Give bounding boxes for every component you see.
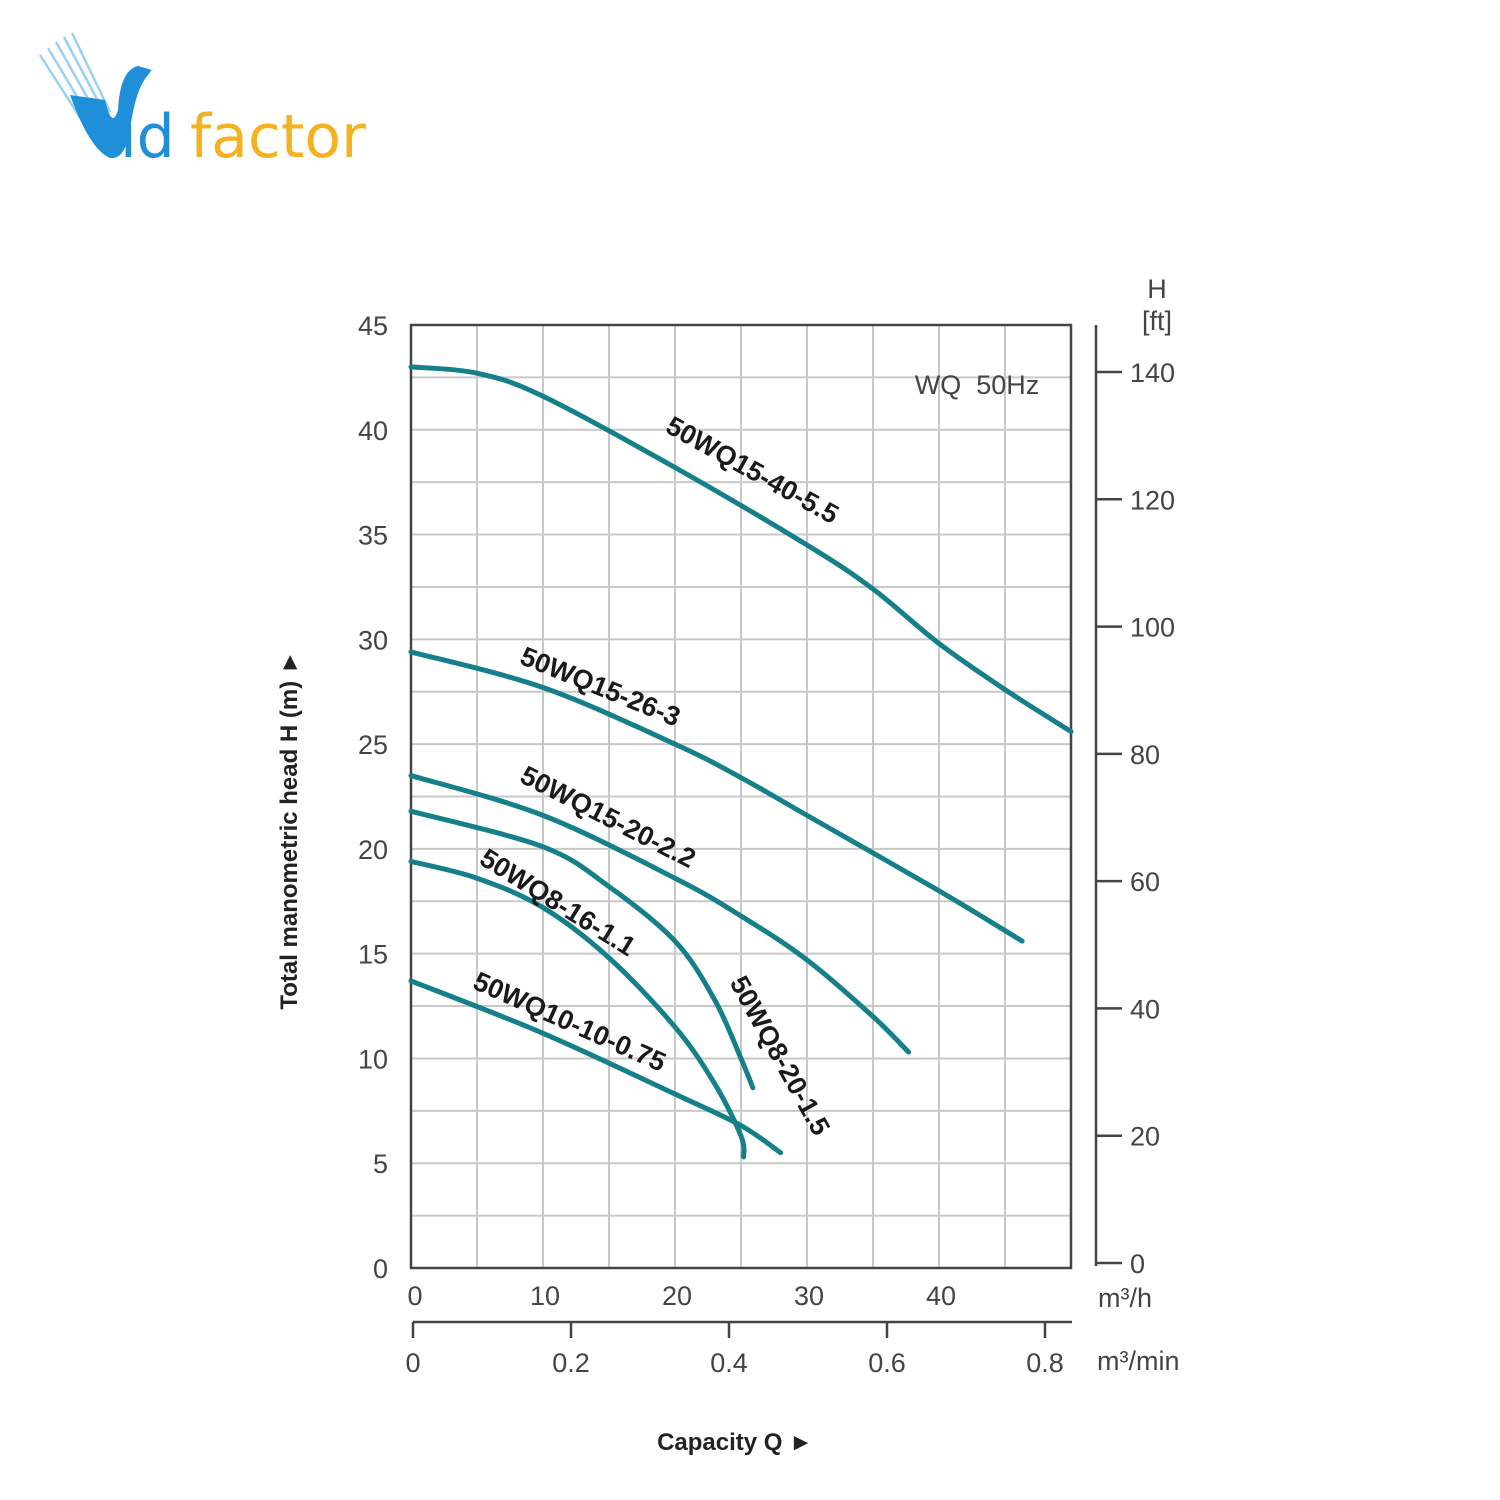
x-tick-label: 40: [926, 1281, 956, 1311]
curve-50WQ15-26-3: [408, 649, 1025, 944]
x2-tick-label: 0: [405, 1348, 420, 1378]
x-unit-label: m³/h: [1098, 1283, 1152, 1313]
y2-tick-label: 80: [1130, 740, 1160, 770]
x2-tick-label: 0.6: [868, 1348, 906, 1378]
x2-unit-label: m³/min: [1097, 1346, 1180, 1376]
plot-frame: [409, 323, 1073, 1270]
y-axis-ticks: 0 5 10 15 20 25 30 35 40 45: [358, 311, 388, 1284]
x-tick-label: 0: [407, 1281, 422, 1311]
x-axis-title: Capacity Q ►: [657, 1429, 813, 1456]
y-tick-label: 25: [358, 730, 388, 760]
x-tick-label: 10: [530, 1281, 560, 1311]
logo-text-id: id: [120, 102, 175, 172]
curves: [408, 364, 1074, 1160]
x2-tick-label: 0.2: [552, 1348, 590, 1378]
chart-title: WQ 50Hz: [915, 370, 1040, 400]
y-tick-label: 20: [358, 835, 388, 865]
y2-tick-label: 0: [1130, 1249, 1145, 1279]
curve-50WQ10-10-0.75: [408, 978, 784, 1156]
y2-axis: 0 20 40 60 80 100 120 140: [1094, 325, 1175, 1279]
y-tick-label: 15: [358, 940, 388, 970]
x-axis-ticks: 0 10 20 30 40: [407, 1281, 956, 1311]
x-tick-label: 20: [662, 1281, 692, 1311]
y2-tick-label: 40: [1130, 994, 1160, 1024]
curve-50WQ15-20-2.2: [408, 773, 912, 1055]
y2-tick-label: 60: [1130, 867, 1160, 897]
y2-tick-label: 100: [1130, 613, 1175, 643]
y-tick-label: 10: [358, 1044, 388, 1074]
y-tick-label: 45: [358, 311, 388, 341]
curve-50WQ15-40-5.5: [408, 364, 1074, 735]
y-tick-label: 35: [358, 521, 388, 551]
curve-50WQ8-16-1.1: [408, 858, 747, 1160]
y2-tick-label: 120: [1130, 485, 1175, 515]
curve-50WQ8-20-1.5: [408, 808, 756, 1091]
vidfactor-logo: id factor: [38, 32, 366, 172]
y-tick-label: 5: [373, 1149, 388, 1179]
y-tick-label: 30: [358, 625, 388, 655]
curve-label-50WQ10-10-0.75: 50WQ10-10-0.75: [469, 966, 670, 1078]
curve-label-50WQ8-16-1.1: 50WQ8-16-1.1: [475, 843, 641, 962]
y2-title: H: [1147, 274, 1167, 304]
y-tick-label: 40: [358, 416, 388, 446]
x2-tick-label: 0.4: [710, 1348, 748, 1378]
y2-tick-label: 20: [1130, 1122, 1160, 1152]
y2-unit: [ft]: [1142, 306, 1172, 336]
y2-tick-label: 140: [1130, 358, 1175, 388]
x2-axis: 0 0.2 0.4 0.6 0.8: [405, 1320, 1072, 1378]
x2-tick-label: 0.8: [1026, 1348, 1064, 1378]
y-axis-title: Total manometric head H (m) ►: [276, 650, 303, 1009]
logo-text-factor: factor: [190, 102, 366, 172]
y-tick-label: 0: [373, 1254, 388, 1284]
x-tick-label: 30: [794, 1281, 824, 1311]
